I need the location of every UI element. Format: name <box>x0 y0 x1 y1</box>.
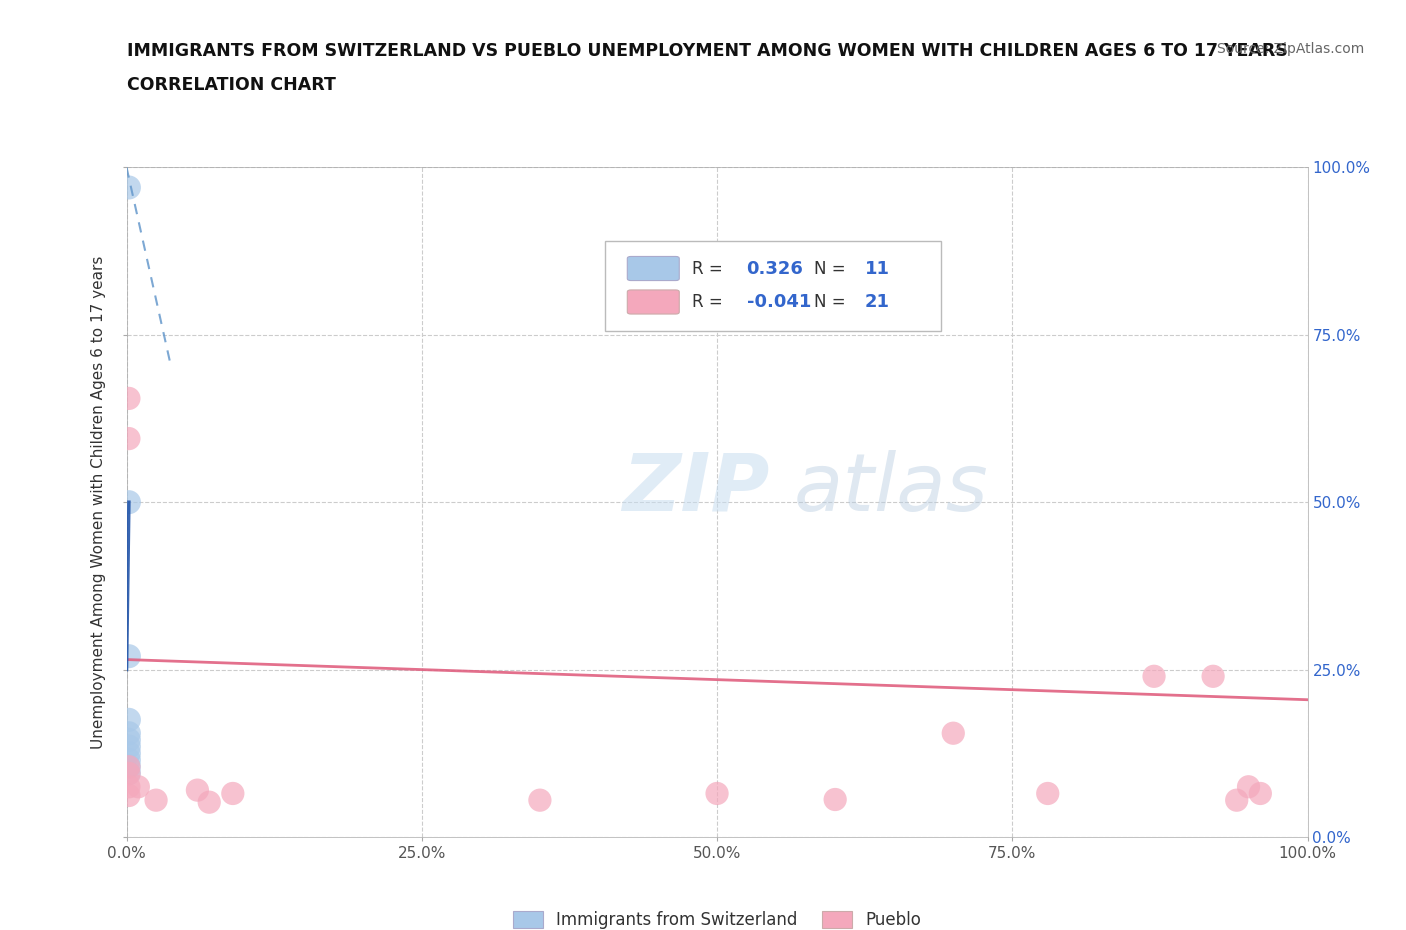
Point <box>118 752 141 767</box>
Point <box>1237 779 1260 794</box>
Point <box>1249 786 1271 801</box>
Point <box>118 495 141 510</box>
Point <box>529 792 551 807</box>
Text: Source: ZipAtlas.com: Source: ZipAtlas.com <box>1216 42 1364 56</box>
Point <box>118 746 141 761</box>
Text: 0.326: 0.326 <box>747 259 803 277</box>
Text: ZIP: ZIP <box>623 450 770 528</box>
Point <box>118 432 141 446</box>
Text: atlas: atlas <box>794 450 988 528</box>
Point <box>118 725 141 740</box>
FancyBboxPatch shape <box>605 241 942 331</box>
Point <box>118 788 141 803</box>
Point <box>1143 669 1166 684</box>
Text: R =: R = <box>692 293 723 311</box>
Point <box>1202 669 1225 684</box>
Point <box>118 712 141 727</box>
FancyBboxPatch shape <box>627 257 679 281</box>
Point <box>1036 786 1059 801</box>
Point <box>118 733 141 748</box>
FancyBboxPatch shape <box>627 290 679 314</box>
Point <box>118 391 141 405</box>
Point <box>118 766 141 781</box>
Y-axis label: Unemployment Among Women with Children Ages 6 to 17 years: Unemployment Among Women with Children A… <box>91 256 107 749</box>
Point <box>222 786 245 801</box>
Point <box>118 759 141 774</box>
Text: 11: 11 <box>865 259 890 277</box>
Point <box>118 766 141 781</box>
Point <box>186 783 208 798</box>
Text: N =: N = <box>814 259 845 277</box>
Point <box>118 649 141 664</box>
Point <box>824 792 846 807</box>
Point <box>118 759 141 774</box>
Text: IMMIGRANTS FROM SWITZERLAND VS PUEBLO UNEMPLOYMENT AMONG WOMEN WITH CHILDREN AGE: IMMIGRANTS FROM SWITZERLAND VS PUEBLO UN… <box>127 42 1288 60</box>
Point <box>1226 792 1249 807</box>
Point <box>127 779 149 794</box>
Text: R =: R = <box>692 259 723 277</box>
Text: -0.041: -0.041 <box>747 293 811 311</box>
Point <box>942 725 965 740</box>
Point <box>118 779 141 794</box>
Point <box>118 180 141 195</box>
Text: 21: 21 <box>865 293 890 311</box>
Legend: Immigrants from Switzerland, Pueblo: Immigrants from Switzerland, Pueblo <box>505 902 929 930</box>
Text: N =: N = <box>814 293 845 311</box>
Point <box>118 739 141 754</box>
Text: CORRELATION CHART: CORRELATION CHART <box>127 76 336 94</box>
Point <box>198 795 221 810</box>
Point <box>706 786 728 801</box>
Point <box>145 792 167 807</box>
